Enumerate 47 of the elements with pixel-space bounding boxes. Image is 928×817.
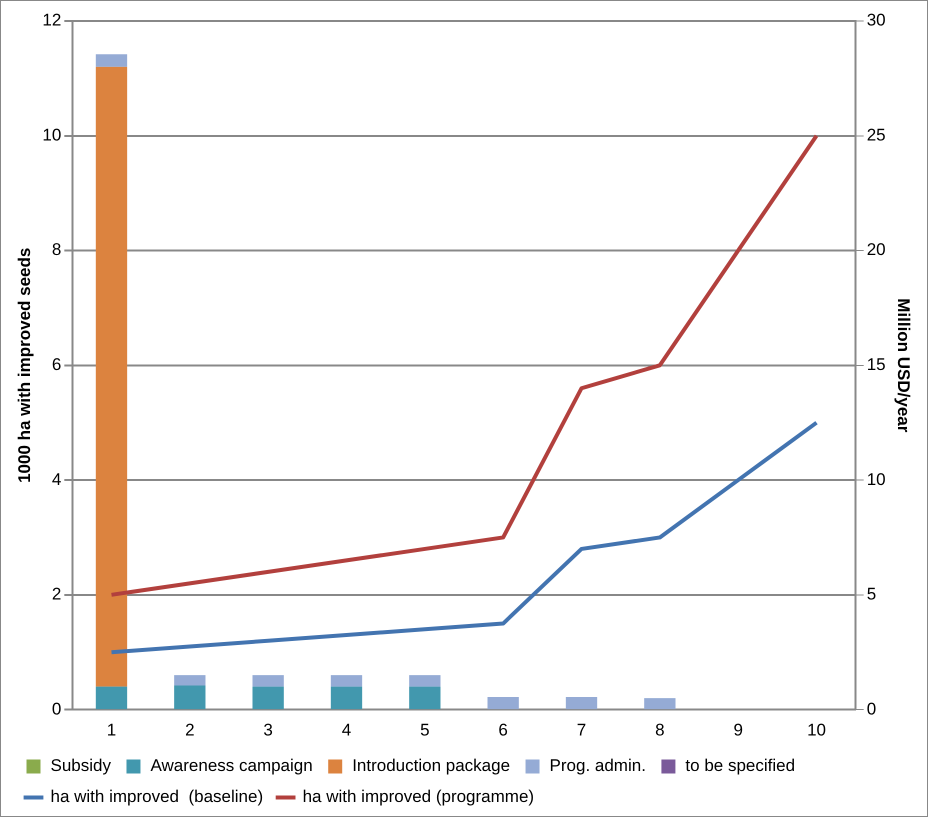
bar xyxy=(174,686,206,710)
y-tick-label: 10 xyxy=(42,125,62,144)
bar xyxy=(330,675,362,687)
y2-tick-label: 10 xyxy=(866,470,886,489)
bar xyxy=(96,686,128,710)
x-tick-label: 1 xyxy=(106,720,116,740)
y2-tick-label: 5 xyxy=(866,584,876,604)
bar xyxy=(409,675,440,687)
y2-axis-title: Million USD/year xyxy=(894,298,914,433)
legend-label: Introduction package xyxy=(352,756,510,776)
y2-tick-label: 0 xyxy=(866,699,876,718)
x-tick-label: 10 xyxy=(807,720,826,740)
y-tick-label: 2 xyxy=(52,584,62,604)
x-tick-label: 4 xyxy=(342,720,352,740)
x-tick-label: 9 xyxy=(733,720,743,740)
bar xyxy=(409,686,440,710)
legend-label: Prog. admin. xyxy=(550,756,646,776)
y2-tick-label: 25 xyxy=(866,125,886,144)
y-tick-label: 8 xyxy=(52,240,62,260)
x-tick-label: 8 xyxy=(655,720,665,740)
bar xyxy=(252,675,284,687)
y-tick-label: 6 xyxy=(52,354,62,374)
x-tick-label: 2 xyxy=(185,720,195,740)
y2-tick-label: 30 xyxy=(866,10,886,30)
bar xyxy=(566,696,598,710)
x-tick-label: 6 xyxy=(498,720,508,740)
legend-label: ha with improved (baseline) xyxy=(50,787,264,806)
bar xyxy=(96,66,128,687)
bar xyxy=(644,698,676,710)
y-tick-label: 4 xyxy=(52,470,62,489)
y-axis-title: 1000 ha with improved seeds xyxy=(14,248,34,483)
x-tick-label: 5 xyxy=(420,720,430,740)
bar xyxy=(174,675,206,686)
y2-tick-label: 15 xyxy=(866,354,886,374)
legend-label: to be specified xyxy=(685,756,796,776)
y2-tick-label: 20 xyxy=(866,240,886,260)
legend-label: ha with improved (programme) xyxy=(302,787,534,806)
legend-label: Subsidy xyxy=(50,756,112,776)
bar xyxy=(488,696,519,710)
y-tick-label: 0 xyxy=(52,699,62,718)
bar xyxy=(96,54,128,67)
y-tick-label: 12 xyxy=(42,10,62,30)
legend-label: Awareness campaign xyxy=(150,756,313,776)
x-tick-label: 3 xyxy=(263,720,273,740)
x-tick-label: 7 xyxy=(576,720,586,740)
bar xyxy=(330,686,362,710)
bar xyxy=(252,686,284,710)
